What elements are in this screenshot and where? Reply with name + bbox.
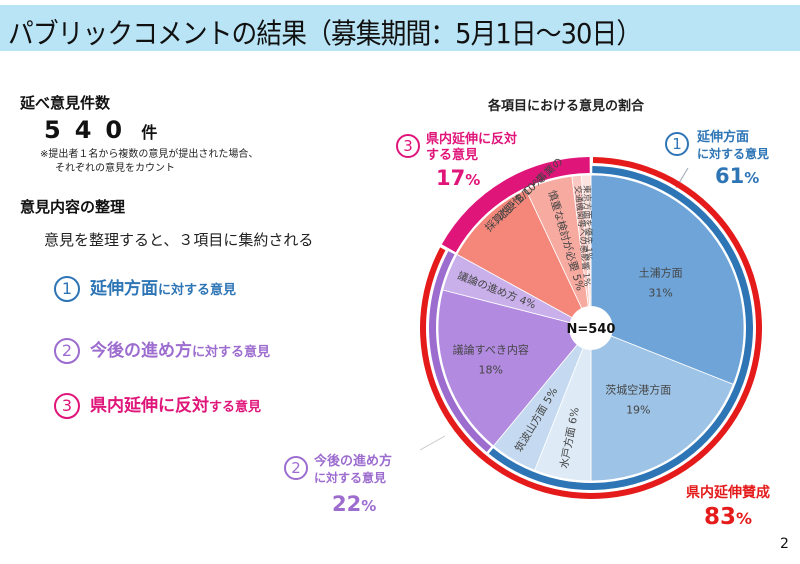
group-2-pct-value: 22 (332, 492, 362, 516)
category-3: 3 県内延伸に反対する意見 (54, 391, 261, 419)
note: ※提出者１名から複数の意見が提出された場合、 それぞれの意見をカウント (40, 148, 258, 176)
page-title: パブリックコメントの結果（募集期間：5月1日～30日） (8, 17, 642, 50)
group-3-label-line-1: 県内延伸に反対 (426, 132, 518, 147)
slice-label-1: 土浦方面 (639, 266, 683, 280)
pct-symbol: % (465, 171, 481, 189)
group-1-pct-value: 61 (715, 164, 745, 188)
category-1-main: 延伸方面 (90, 279, 158, 299)
total-heading: 延べ意見件数 (20, 94, 111, 112)
group-3-pct-value: 17 (436, 166, 466, 190)
group-2-pct: 22% (332, 492, 392, 516)
category-2-suffix: に対する意見 (192, 345, 271, 360)
ring-separator (436, 173, 746, 483)
organize-summary: 意見を整理すると、３項目に集約される (44, 231, 314, 249)
outer-ring-label: 県内延伸賛成 (686, 485, 770, 501)
pct-symbol: % (735, 509, 753, 528)
note-line-2: それぞれの意見をカウント (55, 163, 175, 174)
slice-label-5: 議論すべき内容 (453, 342, 529, 356)
category-3-suffix: する意見 (209, 400, 262, 415)
center-label: N=540 (567, 322, 616, 337)
group-1-pct: 61% (715, 164, 769, 188)
total-count: 540 (44, 116, 137, 144)
group-ring-2 (429, 251, 492, 452)
category-2-main: 今後の進め方 (90, 341, 192, 361)
group-3-circled-number: 3 (396, 134, 420, 158)
center-hole (569, 306, 613, 350)
page-number: 2 (780, 536, 789, 552)
slice-label-10: 東京方面を優先 1% (581, 185, 594, 261)
slice-value-1: 31% (648, 287, 672, 300)
category-1-suffix: に対する意見 (158, 283, 237, 298)
leader-line-group-2 (419, 435, 446, 451)
total-count-block: 540 件 (44, 116, 157, 144)
group-ring-3 (441, 157, 590, 253)
slice-value-2: 19% (626, 404, 650, 417)
group-2-circled-number: 2 (284, 456, 308, 480)
outer-ring-pct-value: 83 (703, 504, 736, 530)
group-1-label-line-2: に対する意見 (697, 147, 770, 161)
group-3-label-line-2: する意見 (426, 148, 479, 163)
category-1: 1 延伸方面に対する意見 (54, 274, 236, 302)
group-1-label-line-1: 延伸方面 (697, 130, 750, 145)
circled-number-1: 1 (54, 276, 80, 302)
title-bar: パブリックコメントの結果（募集期間：5月1日～30日） (0, 5, 800, 51)
total-unit: 件 (141, 123, 158, 142)
category-3-main: 県内延伸に反対 (90, 396, 209, 416)
circled-number-2: 2 (54, 338, 80, 364)
group-3-pct: 17% (436, 166, 517, 190)
outer-ring-pct: 83% (686, 504, 770, 530)
outer-ring-callout: 県内延伸賛成 83% (686, 482, 770, 530)
pct-symbol: % (361, 497, 377, 515)
note-line-1: ※提出者１名から複数の意見が提出された場合、 (40, 149, 259, 160)
slice-value-5: 18% (479, 363, 503, 376)
group-1-callout: 1 延伸方面 に対する意見 61% (665, 130, 769, 188)
group-2-label-line-2: に対する意見 (314, 471, 387, 485)
circled-number-3: 3 (54, 393, 80, 419)
group-2-callout: 2 今後の進め方 に対する意見 22% (284, 454, 392, 516)
slice-label-2: 茨城空港方面 (605, 383, 671, 397)
category-2: 2 今後の進め方に対する意見 (54, 336, 270, 364)
group-3-callout: 3 県内延伸に反対 する意見 17% (396, 132, 517, 190)
chart-title: 各項目における意見の割合 (488, 99, 645, 114)
organize-heading: 意見内容の整理 (20, 198, 126, 216)
group-2-label-line-1: 今後の進め方 (314, 454, 393, 469)
pct-symbol: % (744, 169, 760, 187)
group-1-circled-number: 1 (665, 132, 689, 156)
